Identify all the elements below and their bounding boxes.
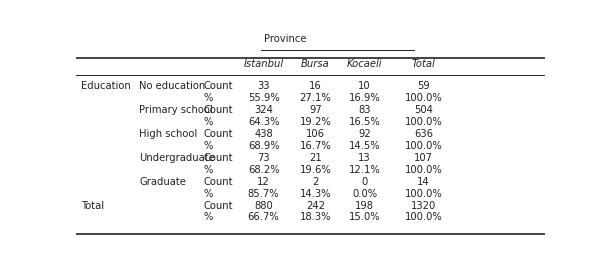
Text: 100.0%: 100.0% [404,213,442,222]
Text: 16.5%: 16.5% [348,117,381,127]
Text: %: % [204,213,213,222]
Text: %: % [204,117,213,127]
Text: İstanbul: İstanbul [244,59,284,69]
Text: 68.2%: 68.2% [248,165,279,174]
Text: 83: 83 [358,105,371,115]
Text: Graduate: Graduate [139,177,186,187]
Text: Province: Province [264,34,306,44]
Text: 2: 2 [312,177,319,187]
Text: 12: 12 [257,177,270,187]
Text: 97: 97 [309,105,322,115]
Text: 100.0%: 100.0% [404,188,442,199]
Text: 198: 198 [355,200,374,210]
Text: 85.7%: 85.7% [248,188,279,199]
Text: 21: 21 [309,153,322,163]
Text: 880: 880 [255,200,273,210]
Text: 106: 106 [306,129,325,139]
Text: 100.0%: 100.0% [404,93,442,103]
Text: Count: Count [204,200,233,210]
Text: 16.7%: 16.7% [299,141,331,151]
Text: 73: 73 [258,153,270,163]
Text: 55.9%: 55.9% [248,93,279,103]
Text: %: % [204,93,213,103]
Text: 92: 92 [358,129,371,139]
Text: 14.3%: 14.3% [299,188,331,199]
Text: %: % [204,188,213,199]
Text: 64.3%: 64.3% [248,117,279,127]
Text: High school: High school [139,129,198,139]
Text: Bursa: Bursa [301,59,330,69]
Text: Count: Count [204,81,233,91]
Text: %: % [204,165,213,174]
Text: 59: 59 [417,81,430,91]
Text: 636: 636 [414,129,433,139]
Text: 12.1%: 12.1% [348,165,381,174]
Text: 242: 242 [306,200,325,210]
Text: 19.6%: 19.6% [299,165,331,174]
Text: 100.0%: 100.0% [404,165,442,174]
Text: 100.0%: 100.0% [404,141,442,151]
Text: 16.9%: 16.9% [348,93,381,103]
Text: 14.5%: 14.5% [349,141,381,151]
Text: 66.7%: 66.7% [248,213,279,222]
Text: 13: 13 [358,153,371,163]
Text: 14: 14 [417,177,430,187]
Text: 107: 107 [414,153,433,163]
Text: 15.0%: 15.0% [349,213,381,222]
Text: %: % [204,141,213,151]
Text: 438: 438 [255,129,273,139]
Text: 19.2%: 19.2% [299,117,331,127]
Text: 16: 16 [309,81,322,91]
Text: Total: Total [81,200,104,210]
Text: Count: Count [204,177,233,187]
Text: Primary school: Primary school [139,105,213,115]
Text: 100.0%: 100.0% [404,117,442,127]
Text: Kocaeli: Kocaeli [347,59,382,69]
Text: Undergraduate: Undergraduate [139,153,215,163]
Text: 18.3%: 18.3% [299,213,331,222]
Text: Count: Count [204,105,233,115]
Text: 1320: 1320 [411,200,436,210]
Text: Count: Count [204,129,233,139]
Text: 27.1%: 27.1% [299,93,331,103]
Text: 33: 33 [258,81,270,91]
Text: Total: Total [411,59,435,69]
Text: Count: Count [204,153,233,163]
Text: No education: No education [139,81,205,91]
Text: 68.9%: 68.9% [248,141,279,151]
Text: Education: Education [81,81,131,91]
Text: 0.0%: 0.0% [352,188,377,199]
Text: 504: 504 [414,105,433,115]
Text: 0: 0 [361,177,368,187]
Text: 10: 10 [358,81,371,91]
Text: 324: 324 [254,105,273,115]
